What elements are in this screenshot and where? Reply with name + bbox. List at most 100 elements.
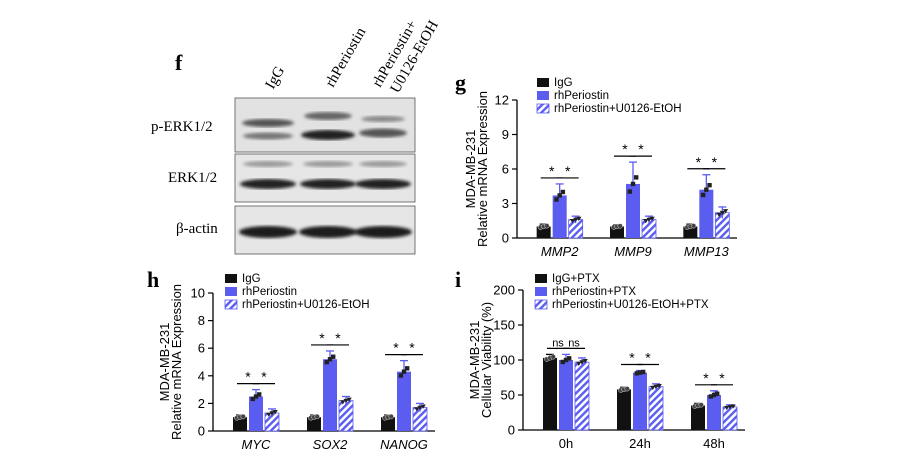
legend-entry: rhPeriostin (242, 286, 297, 298)
data-point (398, 373, 403, 378)
y-tick-label: 2 (198, 396, 205, 411)
chart-i: 0 50 100 150 200 Cellular Viability (%)MDA-MB… (467, 273, 745, 450)
bar (722, 406, 738, 431)
legend-swatch (535, 274, 547, 283)
data-point (573, 217, 579, 222)
significance-label: * (565, 163, 571, 179)
legend-entry: rhPeriostin+U0126-EtOH (554, 103, 682, 115)
x-tick-label: 24h (629, 436, 651, 450)
data-point (727, 405, 733, 410)
data-point (343, 398, 349, 404)
data-point (637, 370, 643, 375)
significance-label: * (703, 370, 709, 386)
data-point (563, 357, 569, 363)
legend-entry: IgG+PTX (552, 273, 600, 285)
significance-label: * (712, 154, 718, 170)
data-point (417, 405, 423, 410)
data-point (567, 356, 572, 361)
data-point (554, 197, 559, 202)
bar (543, 357, 557, 430)
x-tick-label: NANOG (380, 437, 428, 450)
data-point (327, 357, 333, 362)
significance-label: * (622, 141, 628, 157)
data-point (707, 183, 712, 188)
data-point (560, 189, 566, 195)
y-axis-label-cell-line: MDA-MB-231 (467, 321, 482, 400)
bar (559, 360, 573, 430)
chart-h: 0 2 4 6 8 10 Relative mRNA ExpressionMDA-MB-23… (157, 273, 435, 450)
significance-label: * (638, 141, 644, 157)
data-point (324, 359, 329, 365)
y-tick-label: 12 (495, 93, 509, 108)
data-point (388, 413, 394, 420)
blot-beta-actin (234, 205, 416, 255)
y-axis-label: Cellular Viability (%) (479, 302, 494, 418)
data-point (569, 219, 576, 224)
data-point (560, 359, 565, 365)
y-axis-label: Relative mRNA Expression (169, 284, 184, 440)
x-tick-label: MMP2 (541, 244, 579, 259)
bar (683, 226, 698, 238)
bar (323, 359, 337, 431)
legend-entry: IgG (554, 77, 573, 89)
data-point (576, 361, 582, 366)
y-tick-label: 100 (493, 353, 515, 368)
bar (552, 195, 567, 238)
data-point (557, 193, 562, 198)
bar (617, 389, 631, 430)
data-point (630, 181, 636, 187)
significance-label: * (319, 330, 325, 346)
significance-label: * (245, 369, 251, 385)
panel-label-h: h (147, 267, 160, 292)
significance-label: * (335, 330, 341, 346)
bar (249, 396, 263, 431)
lane-label-rhperiostin: rhPeriostin (323, 25, 370, 90)
data-point (700, 192, 706, 198)
data-point (405, 366, 410, 371)
legend-entry: rhPeriostin+PTX (552, 286, 636, 298)
y-tick-label: 6 (502, 162, 509, 177)
significance-label: ns (552, 337, 564, 349)
significance-label: ns (568, 337, 580, 349)
blot-p-erk (234, 97, 416, 153)
panel-g: g 0 3 6 9 12 Relative mRNA Expression MDA-MB-2… (455, 70, 755, 265)
legend-entry: IgG (242, 273, 261, 285)
significance-label: * (261, 369, 267, 385)
y-tick-label: 8 (198, 313, 205, 328)
legend-entry: rhPeriostin (554, 90, 609, 102)
data-point (240, 413, 246, 420)
data-point (716, 212, 722, 218)
significance-label: * (696, 154, 702, 170)
panel-label-i: i (455, 267, 462, 292)
x-tick-label: MYC (242, 437, 272, 450)
data-point (724, 405, 730, 411)
data-point (646, 217, 652, 222)
legend-entry: rhPeriostin+U0126-EtOH+PTX (552, 299, 709, 311)
data-point (627, 189, 632, 194)
bar (381, 417, 395, 431)
bar (574, 361, 590, 431)
data-point (617, 223, 623, 229)
y-tick-label: 200 (493, 283, 515, 298)
data-point (634, 175, 639, 180)
y-tick-label: 0 (198, 424, 205, 439)
data-point (698, 402, 704, 408)
y-tick-label: 9 (502, 127, 509, 142)
legend-swatch (225, 287, 237, 296)
bar (707, 395, 721, 430)
x-tick-label: MMP13 (684, 244, 730, 259)
legend-swatch (224, 299, 238, 310)
data-point (414, 407, 420, 412)
x-tick-label: 0h (559, 436, 573, 450)
chart-g: 0 3 6 9 12 Relative mRNA ExpressionMDA-MB-231… (463, 77, 737, 259)
bar (610, 226, 624, 238)
y-tick-label: 6 (198, 341, 205, 356)
data-point (722, 209, 729, 214)
y-tick-label: 4 (198, 368, 205, 383)
x-tick-label: 48h (703, 436, 725, 450)
significance-label: * (393, 340, 399, 356)
data-point (579, 360, 585, 365)
panel-h: h 0 2 4 6 8 10 Relative mRNA Expression MDA-MB-… (145, 265, 445, 450)
significance-label: * (719, 370, 725, 386)
data-point (719, 210, 725, 216)
